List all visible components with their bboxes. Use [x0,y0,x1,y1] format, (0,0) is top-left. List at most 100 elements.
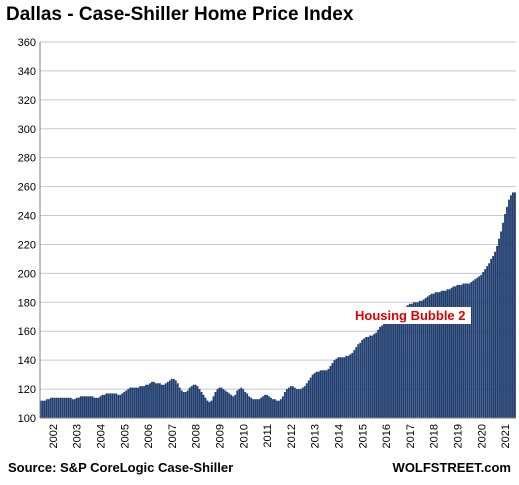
bar [125,390,128,418]
y-tick-label: 360 [18,37,36,49]
bar [377,329,379,418]
bar [266,394,268,418]
bar [53,397,56,418]
bar [202,394,205,418]
bar [299,389,302,418]
bar [510,195,512,418]
bar [279,399,282,418]
bar [408,303,411,418]
bar [305,383,308,418]
bar [353,350,356,418]
bar [268,396,270,418]
source-note: Source: S&P CoreLogic Case-Shiller [8,460,234,475]
x-tick-label: 2018 [429,424,441,448]
x-tick-label: 2004 [96,424,108,448]
bar [40,400,42,418]
bar [317,371,320,418]
bar [246,393,249,418]
bar [383,324,385,418]
bar [309,377,312,418]
bar [73,399,76,418]
bar [359,342,362,418]
bar [141,386,143,418]
bar [514,192,516,418]
bar [155,383,157,418]
y-tick-label: 260 [18,182,36,194]
x-tick-label: 2003 [72,424,84,448]
bar [281,396,284,418]
bar [49,397,52,418]
bar [121,393,124,418]
bar [57,397,60,418]
bar [160,384,163,418]
bar [260,397,262,418]
x-tick-label: 2011 [262,424,274,448]
bar [454,286,457,418]
bar [494,251,496,418]
bar [512,192,514,418]
bar [85,396,88,418]
bar [103,394,106,418]
bar [472,280,475,418]
bar [355,347,358,418]
bars [40,192,516,418]
bar [385,322,387,418]
bar [361,339,364,418]
x-tick-label: 2009 [215,424,227,448]
bar [276,400,278,418]
bar [450,287,453,418]
bar [398,316,401,418]
bar [446,289,449,418]
bar [365,337,368,418]
bar [137,387,139,418]
bar [500,231,502,418]
bar [192,384,195,418]
y-tick-label: 220 [18,239,36,251]
bar [297,389,300,418]
bar [272,399,274,418]
bar [59,397,62,418]
watermark: WOLFSTREET.com [392,460,511,475]
y-tick-label: 320 [18,95,36,107]
bar [240,387,243,418]
x-tick-label: 2021 [500,424,512,448]
x-tick-label: 2012 [286,424,298,448]
bar [164,383,167,418]
bar [220,387,223,418]
bar [45,399,48,418]
x-tick-label: 2015 [357,424,369,448]
bar [206,400,209,418]
bar [184,391,187,418]
bar [170,378,173,418]
bar [212,396,215,418]
bar [397,319,399,418]
bar [313,373,316,418]
bar [143,386,145,418]
bar [327,368,330,418]
bar [107,393,110,418]
bar [264,394,266,418]
bar [406,305,409,418]
bar [420,300,423,418]
bar [311,374,314,418]
bar [474,279,477,418]
bar [496,245,498,418]
bar [250,397,253,418]
bar [301,387,304,418]
bar [196,386,199,418]
bar [331,363,334,418]
bar [83,396,86,418]
bar [67,397,70,418]
x-tick-label: 2020 [476,424,488,448]
bar [127,389,130,418]
bar [248,396,251,418]
bar [414,302,417,418]
bar [119,394,122,418]
bar [208,402,211,418]
bar [315,371,318,418]
bar [432,293,435,418]
gridlines [40,41,516,419]
x-tick-label: 2008 [191,424,203,448]
bar [367,337,370,418]
